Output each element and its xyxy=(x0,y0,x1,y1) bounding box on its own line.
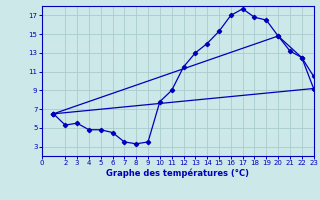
X-axis label: Graphe des températures (°C): Graphe des températures (°C) xyxy=(106,169,249,178)
